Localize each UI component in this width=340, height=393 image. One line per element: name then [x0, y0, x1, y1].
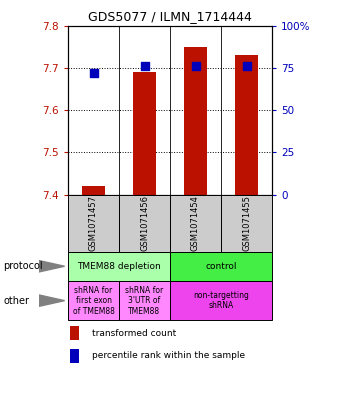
Text: shRNA for
first exon
of TMEM88: shRNA for first exon of TMEM88: [72, 286, 115, 316]
Text: GSM1071454: GSM1071454: [191, 195, 200, 251]
Bar: [133, 72, 156, 195]
Text: GSM1071457: GSM1071457: [89, 195, 98, 251]
Bar: [70, 326, 79, 340]
Text: percentile rank within the sample: percentile rank within the sample: [92, 351, 245, 360]
Text: GSM1071455: GSM1071455: [242, 195, 251, 251]
Bar: [170, 252, 272, 281]
Text: shRNA for
3'UTR of
TMEM88: shRNA for 3'UTR of TMEM88: [125, 286, 164, 316]
Bar: [235, 55, 258, 195]
Bar: [119, 195, 170, 252]
Text: other: other: [3, 296, 29, 306]
Point: [244, 63, 249, 69]
Bar: [82, 186, 105, 195]
Bar: [170, 195, 221, 252]
Bar: [170, 281, 272, 320]
Bar: [119, 281, 170, 320]
Polygon shape: [39, 295, 65, 306]
Point: [91, 70, 96, 76]
Point: [142, 63, 147, 69]
Title: GDS5077 / ILMN_1714444: GDS5077 / ILMN_1714444: [88, 10, 252, 23]
Bar: [68, 252, 170, 281]
Bar: [68, 195, 119, 252]
Point: [193, 63, 198, 69]
Bar: [221, 195, 272, 252]
Text: non-targetting
shRNA: non-targetting shRNA: [193, 291, 249, 310]
Text: transformed count: transformed count: [92, 329, 177, 338]
Polygon shape: [39, 261, 65, 272]
Bar: [184, 47, 207, 195]
Text: protocol: protocol: [3, 261, 43, 271]
Bar: [68, 281, 119, 320]
Text: control: control: [205, 262, 237, 271]
Text: TMEM88 depletion: TMEM88 depletion: [77, 262, 161, 271]
Text: GSM1071456: GSM1071456: [140, 195, 149, 251]
Bar: [70, 349, 79, 363]
